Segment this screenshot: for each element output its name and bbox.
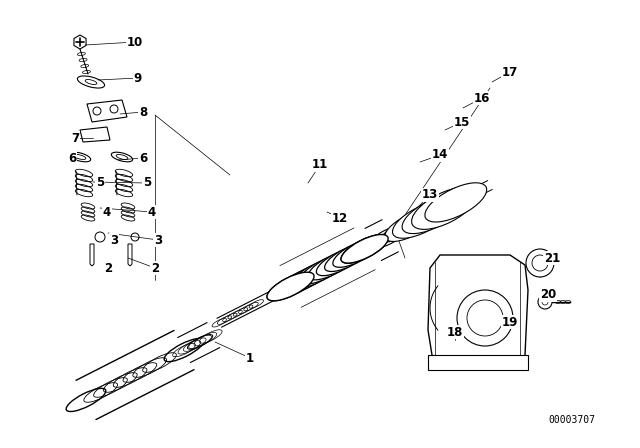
Ellipse shape <box>267 272 314 301</box>
Text: 3: 3 <box>154 233 162 246</box>
Text: 19: 19 <box>502 315 518 328</box>
Ellipse shape <box>324 243 372 271</box>
Polygon shape <box>80 127 110 142</box>
Polygon shape <box>87 100 127 122</box>
Ellipse shape <box>77 76 104 88</box>
Polygon shape <box>428 255 528 368</box>
Text: 17: 17 <box>502 65 518 78</box>
Text: 2: 2 <box>104 262 112 275</box>
Text: 4: 4 <box>148 206 156 219</box>
Ellipse shape <box>308 251 355 280</box>
Circle shape <box>542 299 548 305</box>
Ellipse shape <box>275 268 323 297</box>
Circle shape <box>93 107 101 115</box>
Ellipse shape <box>367 225 407 249</box>
Text: 12: 12 <box>332 211 348 224</box>
Text: 11: 11 <box>312 159 328 172</box>
Ellipse shape <box>402 194 464 233</box>
Text: 9: 9 <box>134 72 142 85</box>
Polygon shape <box>74 35 86 49</box>
Ellipse shape <box>164 339 204 362</box>
Text: 2: 2 <box>151 262 159 275</box>
Ellipse shape <box>412 187 477 229</box>
Text: 20: 20 <box>540 289 556 302</box>
Text: 5: 5 <box>143 177 151 190</box>
Text: 6: 6 <box>68 151 76 164</box>
Ellipse shape <box>341 234 388 263</box>
Text: 6: 6 <box>139 151 147 164</box>
Circle shape <box>95 232 105 242</box>
Ellipse shape <box>111 152 132 162</box>
Text: 14: 14 <box>432 148 448 161</box>
Circle shape <box>131 233 139 241</box>
Text: 4: 4 <box>103 206 111 219</box>
Ellipse shape <box>284 264 330 293</box>
Circle shape <box>532 255 548 271</box>
Ellipse shape <box>385 210 436 241</box>
Ellipse shape <box>381 221 417 242</box>
Text: 13: 13 <box>422 189 438 202</box>
Ellipse shape <box>66 388 106 412</box>
Text: 1: 1 <box>246 352 254 365</box>
Text: 5: 5 <box>96 177 104 190</box>
Text: 16: 16 <box>474 91 490 104</box>
Circle shape <box>467 300 503 336</box>
Ellipse shape <box>188 335 212 349</box>
Circle shape <box>457 290 513 346</box>
Ellipse shape <box>69 152 91 162</box>
Text: 18: 18 <box>447 326 463 339</box>
Ellipse shape <box>333 239 380 267</box>
Polygon shape <box>128 244 132 266</box>
Ellipse shape <box>341 234 388 263</box>
Text: 8: 8 <box>139 105 147 119</box>
Text: 15: 15 <box>454 116 470 129</box>
Text: 00003707: 00003707 <box>548 415 595 425</box>
Circle shape <box>110 105 118 113</box>
Polygon shape <box>428 355 528 370</box>
Ellipse shape <box>341 234 388 263</box>
Ellipse shape <box>74 155 86 159</box>
Ellipse shape <box>300 255 347 284</box>
Ellipse shape <box>425 183 487 222</box>
Ellipse shape <box>267 272 314 301</box>
Polygon shape <box>90 244 94 266</box>
Circle shape <box>538 295 552 309</box>
Ellipse shape <box>392 201 451 238</box>
Ellipse shape <box>85 80 97 85</box>
Ellipse shape <box>116 155 128 159</box>
Text: 10: 10 <box>127 35 143 48</box>
Text: 7: 7 <box>71 132 79 145</box>
Text: 3: 3 <box>110 233 118 246</box>
Ellipse shape <box>316 247 364 276</box>
Circle shape <box>526 249 554 277</box>
Text: 21: 21 <box>544 251 560 264</box>
Ellipse shape <box>292 260 339 288</box>
Ellipse shape <box>358 232 394 254</box>
